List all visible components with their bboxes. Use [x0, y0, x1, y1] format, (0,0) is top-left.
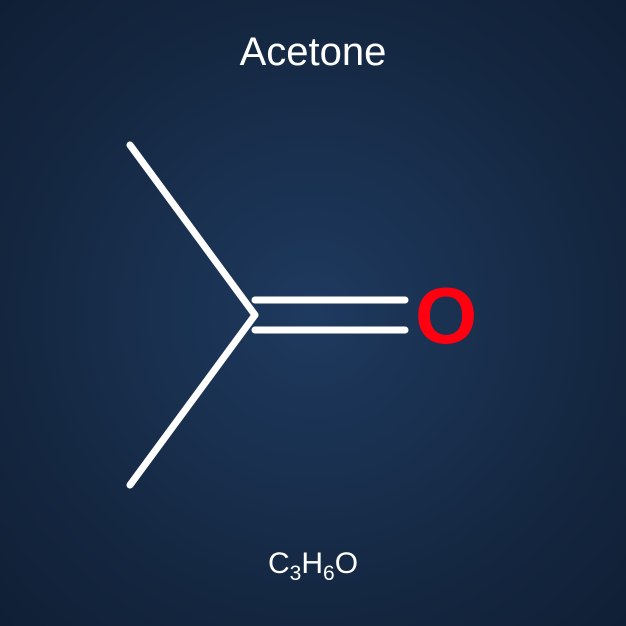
formula-text: C3H6O — [268, 547, 358, 580]
bond-line — [130, 315, 255, 485]
atom-o: O — [415, 270, 477, 362]
bonds — [130, 145, 405, 485]
molecular-formula: C3H6O — [0, 547, 626, 586]
diagram-canvas: Acetone O C3H6O — [0, 0, 626, 626]
bond-line — [130, 145, 255, 315]
molecule-structure — [0, 0, 626, 626]
